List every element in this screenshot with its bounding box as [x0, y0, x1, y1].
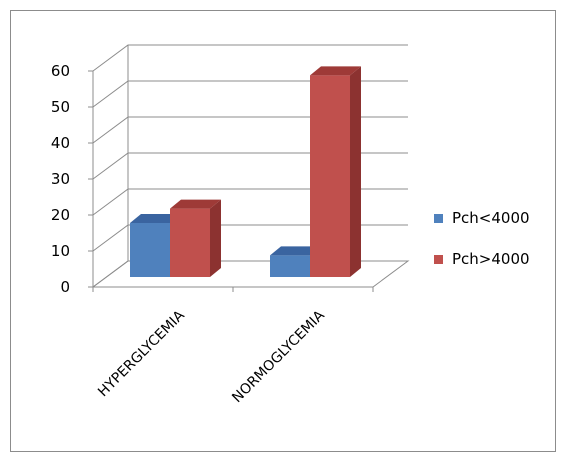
legend-swatch — [434, 255, 443, 264]
y-tick-label: 20 — [51, 206, 70, 224]
y-tick-label: 40 — [51, 134, 70, 152]
y-tick-label: 30 — [51, 170, 70, 188]
bar-front — [170, 208, 210, 277]
y-tick-label: 10 — [51, 242, 70, 260]
bar-top — [270, 246, 321, 256]
legend-label: Pch<4000 — [452, 209, 530, 227]
y-tick-label: 50 — [51, 98, 70, 116]
bar-side — [350, 66, 361, 278]
y-axis-ticks: 0 10 20 30 40 50 60 — [51, 62, 93, 296]
bar-front — [270, 255, 310, 277]
y-tick-label: 0 — [60, 278, 70, 296]
chart-border — [10, 10, 556, 452]
legend-swatch — [434, 214, 443, 223]
bar-front — [130, 223, 170, 277]
bar-side — [210, 199, 221, 277]
y-tick-label: 60 — [51, 62, 70, 80]
bars — [130, 66, 361, 278]
legend-label: Pch>4000 — [452, 250, 530, 268]
legend: Pch<4000 Pch>4000 — [434, 209, 530, 268]
bar-Pch>4000-HYPERGLYCEMIA — [170, 199, 221, 277]
bar-top — [170, 199, 221, 209]
bar-front — [310, 75, 350, 278]
bar-Pch>4000-NORMOGLYCEMIA — [310, 66, 361, 278]
bar-top — [130, 214, 181, 223]
bar-top — [310, 66, 361, 76]
